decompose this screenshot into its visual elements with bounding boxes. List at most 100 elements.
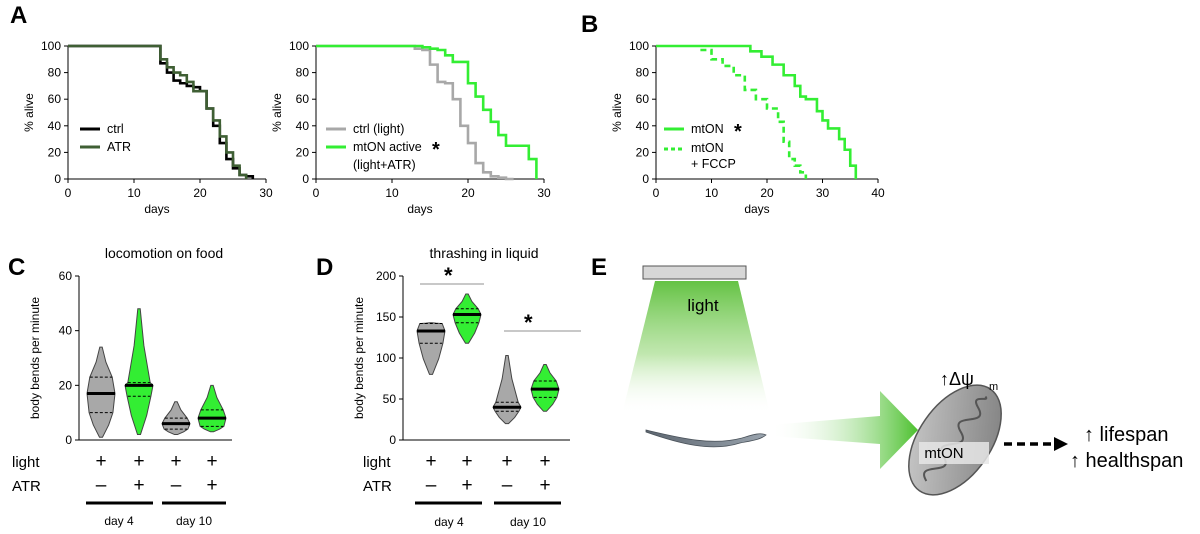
delta-psi-subscript: m <box>989 381 998 393</box>
y-tick-label: 80 <box>48 66 62 80</box>
significance-asterisk-b: * <box>734 121 742 143</box>
cond-d-atr-2: + <box>461 475 472 496</box>
legend-label-mton: mtON <box>691 122 724 136</box>
violin-plot-c: 0 20 40 60 body bends per minute <box>28 269 232 447</box>
light-beam <box>622 281 770 414</box>
row-label-light-d: light <box>363 454 391 471</box>
cond-c-atr-1: – <box>96 475 107 496</box>
legend-b: mtON * mtON + FCCP <box>664 121 742 171</box>
legend-a1: ctrl ATR <box>80 122 131 154</box>
survival-plot-a2: 0 20 40 60 80 100 0 10 20 30 days % alive <box>270 39 551 216</box>
y-tick-label: 0 <box>389 433 396 447</box>
y-tick-label: 100 <box>41 39 61 53</box>
y-axis-label: body bends per minute <box>28 297 42 419</box>
y-tick-label: 80 <box>636 66 650 80</box>
x-axis-label: days <box>144 202 169 216</box>
legend-label-light-atr: (light+ATR) <box>353 158 416 172</box>
cond-d-light-4: + <box>539 451 550 472</box>
y-tick-label: 40 <box>48 119 62 133</box>
legend-a2: ctrl (light) mtON active * (light+ATR) <box>326 122 440 172</box>
cond-d-atr-1: – <box>426 475 437 496</box>
survival-line-1 <box>68 44 248 179</box>
conditions-c: light ATR + + + + – + – + day 4 day 10 <box>12 451 226 528</box>
significance-d: * * <box>420 263 581 335</box>
y-axis-label: % alive <box>22 93 36 132</box>
y-axis-label: % alive <box>270 93 284 132</box>
legend-label-mton-fccp: mtON <box>691 141 724 155</box>
survival-line-1 <box>316 44 538 179</box>
panel-label-b: B <box>581 11 598 38</box>
x-tick-label: 0 <box>653 186 660 200</box>
y-tick-label: 0 <box>54 172 61 186</box>
significance-asterisk-a2: * <box>432 139 440 161</box>
y-tick-label: 80 <box>296 66 310 80</box>
y-tick-label: 20 <box>48 145 62 159</box>
survival-plot-b: 0 20 40 60 80 100 0 10 20 30 40 days % alive <box>610 39 885 216</box>
cond-d-light-1: + <box>425 451 436 472</box>
y-tick-label: 50 <box>383 392 397 406</box>
legend-label-fccp: + FCCP <box>691 157 736 171</box>
x-tick-label: 10 <box>385 186 399 200</box>
legend-label-mton-active: mtON active <box>353 140 422 154</box>
conditions-d: light ATR + + + + – + – + day 4 day 10 <box>363 451 561 529</box>
violin-body-2 <box>492 355 522 425</box>
y-tick-label: 20 <box>296 145 310 159</box>
cond-d-light-2: + <box>461 451 472 472</box>
survival-plot-a1: 0 20 40 60 80 100 0 10 20 30 days % alive <box>22 39 273 216</box>
y-tick-label: 20 <box>636 145 650 159</box>
y-tick-label: 60 <box>48 92 62 106</box>
cond-c-light-2: + <box>133 451 144 472</box>
row-label-light-c: light <box>12 454 40 471</box>
y-tick-label: 40 <box>59 324 73 338</box>
delta-psi-label: ↑Δψ <box>940 369 974 389</box>
day-label-d-2: day 10 <box>510 515 546 529</box>
cond-c-atr-3: – <box>171 475 182 496</box>
survival-line-0 <box>316 44 514 181</box>
y-tick-label: 150 <box>376 310 396 324</box>
y-tick-label: 200 <box>376 269 396 283</box>
y-tick-label: 0 <box>302 172 309 186</box>
y-tick-label: 100 <box>629 39 649 53</box>
day-label-c-2: day 10 <box>176 514 212 528</box>
cond-c-atr-2: + <box>133 475 144 496</box>
violin-plot-d: 0 50 100 150 200 body bends per minute <box>352 269 570 447</box>
legend-label-ctrl-light: ctrl (light) <box>353 122 404 136</box>
day-label-c-1: day 4 <box>104 514 134 528</box>
cond-c-light-1: + <box>95 451 106 472</box>
diagram-e: light mtON ↑Δψ m ↑ lifespan ↑ healthspan <box>622 265 1183 496</box>
x-tick-label: 0 <box>313 186 320 200</box>
significance-asterisk-d-1: * <box>444 263 453 288</box>
x-tick-label: 0 <box>65 186 72 200</box>
survival-line-0 <box>68 44 255 179</box>
y-tick-label: 40 <box>296 119 310 133</box>
light-source-lamp <box>642 265 747 280</box>
panel-label-a: A <box>10 2 27 29</box>
effect-arrow <box>770 391 918 469</box>
violin-body-1 <box>124 308 154 436</box>
x-tick-label: 30 <box>537 186 551 200</box>
y-tick-label: 40 <box>636 119 650 133</box>
legend-label-ctrl: ctrl <box>107 122 124 136</box>
worm-illustration <box>645 429 767 448</box>
x-tick-label: 20 <box>461 186 475 200</box>
cond-c-light-3: + <box>170 451 181 472</box>
mton-label-bg <box>919 442 989 464</box>
cond-d-atr-4: + <box>539 475 550 496</box>
x-axis-label: days <box>744 202 769 216</box>
significance-asterisk-d-2: * <box>524 310 533 335</box>
y-tick-label: 20 <box>59 378 73 392</box>
y-tick-label: 0 <box>65 433 72 447</box>
x-tick-label: 30 <box>259 186 273 200</box>
violin-d-title: thrashing in liquid <box>430 245 539 261</box>
y-tick-label: 0 <box>642 172 649 186</box>
legend-label-atr: ATR <box>107 140 131 154</box>
cond-c-light-4: + <box>206 451 217 472</box>
y-tick-label: 100 <box>289 39 309 53</box>
survival-line-0 <box>656 44 858 179</box>
y-axis-label: body bends per minute <box>352 297 366 419</box>
violin-body-3 <box>197 384 227 433</box>
row-label-atr-d: ATR <box>363 478 392 495</box>
light-label: light <box>687 296 718 315</box>
y-tick-label: 60 <box>636 92 650 106</box>
